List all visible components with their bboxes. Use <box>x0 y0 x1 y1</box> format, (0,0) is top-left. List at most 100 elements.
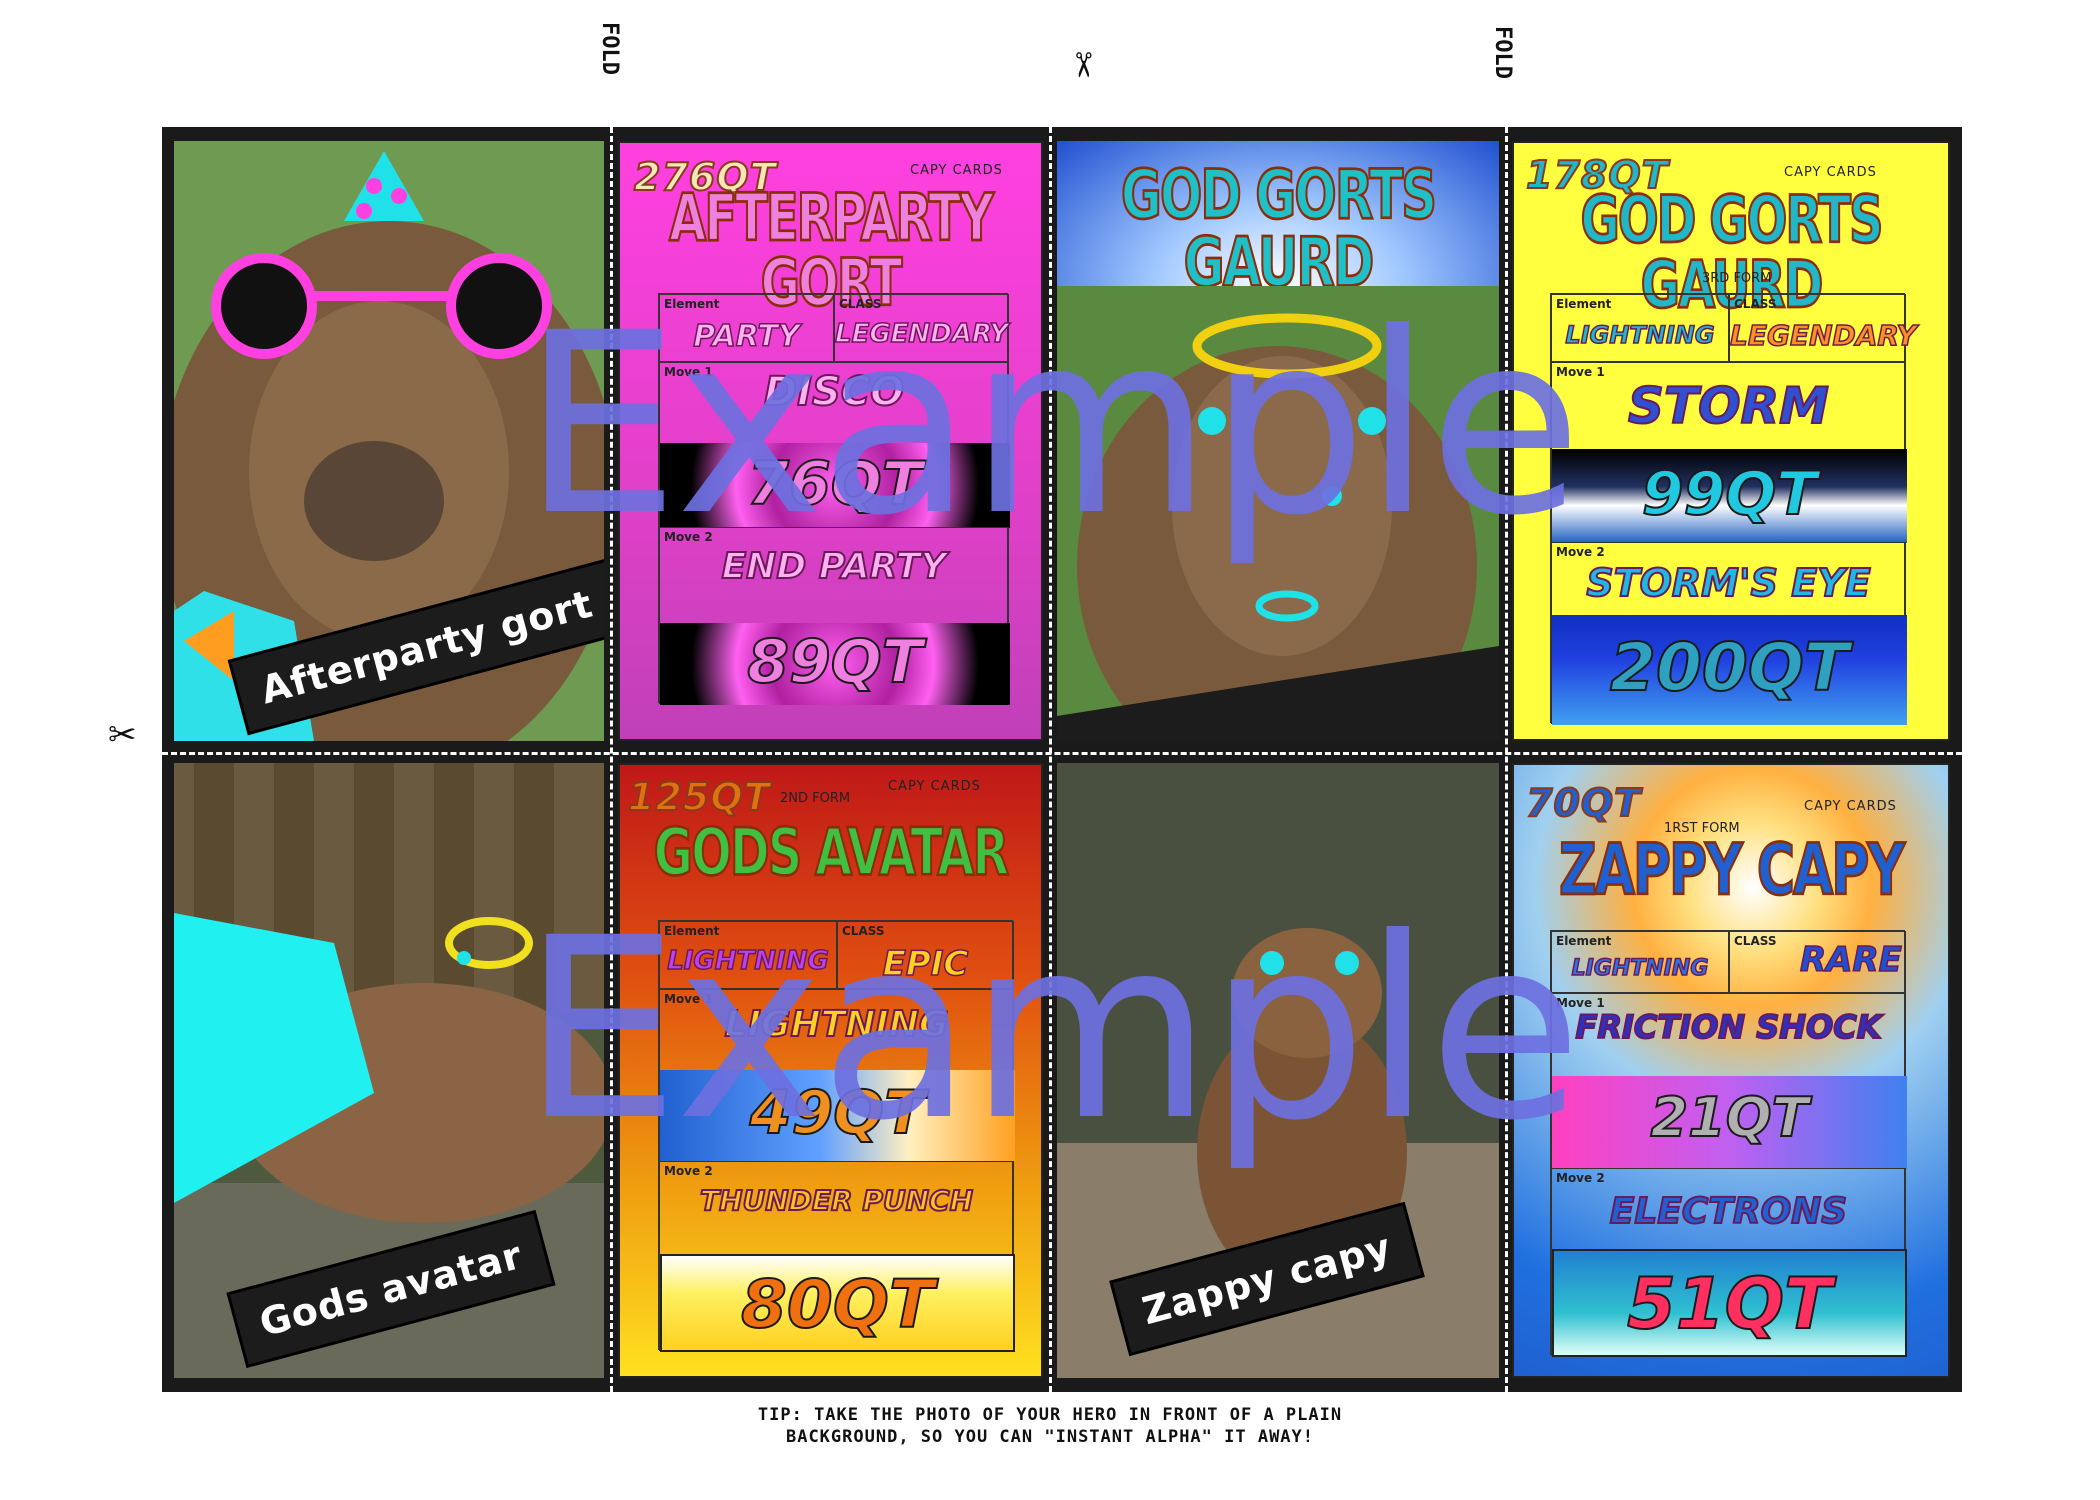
card-back-zappy-capy: 70QT CAPY CARDS 1RST FORM ZAPPY CAPY Ele… <box>1512 763 1950 1378</box>
class-value: RARE <box>1799 939 1902 981</box>
class-label: CLASS <box>839 297 882 311</box>
move2-cell: Move 2 STORM'S EYE 200QT <box>1551 542 1907 725</box>
move2-cell: Move 2 THUNDER PUNCH 80QT <box>659 1161 1015 1352</box>
element-cell: Element LIGHTNING <box>1551 294 1729 362</box>
element-value: PARTY <box>693 318 801 355</box>
stats-grid: Element LIGHTNING CLASS RARE Move 1 FRIC… <box>1550 930 1907 1357</box>
move1-name: LIGHTNING <box>724 1003 950 1046</box>
card-title: AFTERPARTY GORT <box>668 180 995 322</box>
move1-qt: 76QT <box>746 448 923 520</box>
cut-line-vertical-1 <box>610 127 613 1392</box>
card-cost: 276QT <box>633 154 777 200</box>
cut-line-vertical-3 <box>1505 127 1508 1392</box>
element-value: LIGHTNING <box>666 945 829 977</box>
move1-bar: 21QT <box>1552 1076 1907 1169</box>
card-cost: 178QT <box>1525 152 1669 198</box>
move2-label: Move 2 <box>1556 545 1605 559</box>
cut-line-vertical-2 <box>1049 127 1052 1392</box>
move2-cell: Move 2 ELECTRONS 51QT <box>1551 1168 1907 1357</box>
class-cell: CLASS LEGENDARY <box>1729 294 1917 362</box>
move1-cell: Move 1 LIGHTNING 49QT <box>659 989 1015 1162</box>
move2-qt: 80QT <box>740 1265 935 1344</box>
card-sheet-board: Afterparty gort 276QT CAPY CARDS AFTERPA… <box>162 127 1962 1392</box>
element-cell: Element LIGHTNING <box>1551 931 1729 993</box>
move1-label: Move 1 <box>664 992 713 1006</box>
move2-label: Move 2 <box>1556 1171 1605 1185</box>
card-form: 3RD FORM <box>1702 271 1772 286</box>
move1-bar: 99QT <box>1552 449 1907 543</box>
move2-name: ELECTRONS <box>1609 1190 1848 1233</box>
card-back-gods-avatar: 125QT 2ND FORM CAPY CARDS GODS AVATAR El… <box>618 763 1043 1378</box>
move1-cell: Move 1 FRICTION SHOCK 21QT <box>1551 993 1907 1169</box>
card-brand: CAPY CARDS <box>888 779 981 794</box>
move1-label: Move 1 <box>664 365 713 379</box>
card-front-zappy-capy: Zappy capy <box>1057 763 1499 1378</box>
card-form: 2ND FORM <box>780 791 851 806</box>
class-value: EPIC <box>882 943 969 985</box>
title-banner: GOD GORTS GAURD <box>1057 141 1499 298</box>
move2-name: STORM'S EYE <box>1585 560 1871 606</box>
capybara-photo-avatar <box>174 763 604 1378</box>
move2-bar: 51QT <box>1552 1249 1907 1357</box>
fold-label-right: FOLD <box>1490 26 1515 79</box>
stats-grid: Element LIGHTNING CLASS LEGENDARY Move 1… <box>1550 293 1917 725</box>
element-label: Element <box>664 924 720 938</box>
class-cell: CLASS LEGENDARY <box>834 294 1009 362</box>
capybara-photo-halo <box>1057 286 1499 741</box>
element-cell: Element LIGHTNING <box>659 921 837 989</box>
scissors-icon-left: ✂ <box>108 715 137 755</box>
move2-bar: 89QT <box>660 623 1010 705</box>
tip-line-1: TIP: TAKE THE PHOTO OF YOUR HERO IN FRON… <box>757 1405 1343 1425</box>
class-value: LEGENDARY <box>1729 318 1917 353</box>
move2-qt: 89QT <box>746 626 923 698</box>
card-front-god-gorts-gaurd: GOD GORTS GAURD <box>1057 141 1499 741</box>
cut-line-horizontal <box>162 752 1962 755</box>
move1-qt: 99QT <box>1641 458 1818 530</box>
class-cell: CLASS EPIC <box>837 921 1014 989</box>
banner-title: GOD GORTS GAURD <box>1120 156 1438 302</box>
tip-text: TIP: TAKE THE PHOTO OF YOUR HERO IN FRON… <box>0 1404 2100 1448</box>
move2-qt: 51QT <box>1626 1262 1833 1346</box>
move1-name: DISCO <box>763 368 905 416</box>
move1-cell: Move 1 STORM 99QT <box>1551 362 1907 543</box>
move2-label: Move 2 <box>664 530 713 544</box>
element-value: LIGHTNING <box>1565 320 1716 350</box>
card-front-gods-avatar: Gods avatar <box>174 763 604 1378</box>
card-cost: 70QT <box>1525 780 1642 826</box>
move1-name: STORM <box>1627 376 1830 436</box>
card-title: GOD GORTS GAURD <box>1579 182 1884 324</box>
card-back-god-gorts-gaurd: 178QT CAPY CARDS GOD GORTS GAURD 3RD FOR… <box>1512 141 1950 741</box>
tip-line-2: BACKGROUND, SO YOU CAN "INSTANT ALPHA" I… <box>785 1427 1315 1447</box>
move2-name: THUNDER PUNCH <box>699 1183 974 1218</box>
element-label: Element <box>1556 297 1612 311</box>
element-label: Element <box>1556 934 1612 948</box>
card-title: GODS AVATAR <box>653 815 1011 891</box>
move2-bar: 200QT <box>1552 615 1907 725</box>
move2-cell: Move 2 END PARTY 89QT <box>659 527 1010 705</box>
move1-cell: Move 1 DISCO 76QT <box>659 362 1010 528</box>
move2-name: END PARTY <box>721 545 948 588</box>
move2-label: Move 2 <box>664 1164 713 1178</box>
class-cell: CLASS RARE <box>1729 931 1906 993</box>
scissors-icon-top: ✂ <box>1062 50 1103 80</box>
element-value: LIGHTNING <box>1571 955 1709 982</box>
class-label: CLASS <box>1734 934 1777 948</box>
card-title: ZAPPY CAPY <box>1558 830 1906 912</box>
class-value: LEGENDARY <box>834 318 1009 350</box>
card-brand: CAPY CARDS <box>1784 165 1877 180</box>
move1-bar: 76QT <box>660 443 1010 528</box>
move1-qt: 21QT <box>1650 1085 1810 1150</box>
move1-label: Move 1 <box>1556 996 1605 1010</box>
move1-qt: 49QT <box>749 1077 926 1149</box>
card-brand: CAPY CARDS <box>1804 799 1897 814</box>
card-front-afterparty-gort: Afterparty gort <box>174 141 604 741</box>
fold-label-left: FOLD <box>597 22 622 75</box>
card-form: 1RST FORM <box>1664 821 1740 836</box>
move1-name: FRICTION SHOCK <box>1574 1007 1882 1047</box>
move2-bar: 80QT <box>660 1254 1015 1352</box>
move1-bar: 49QT <box>660 1070 1015 1162</box>
card-brand: CAPY CARDS <box>910 163 1003 178</box>
element-label: Element <box>664 297 720 311</box>
move2-qt: 200QT <box>1609 628 1850 707</box>
